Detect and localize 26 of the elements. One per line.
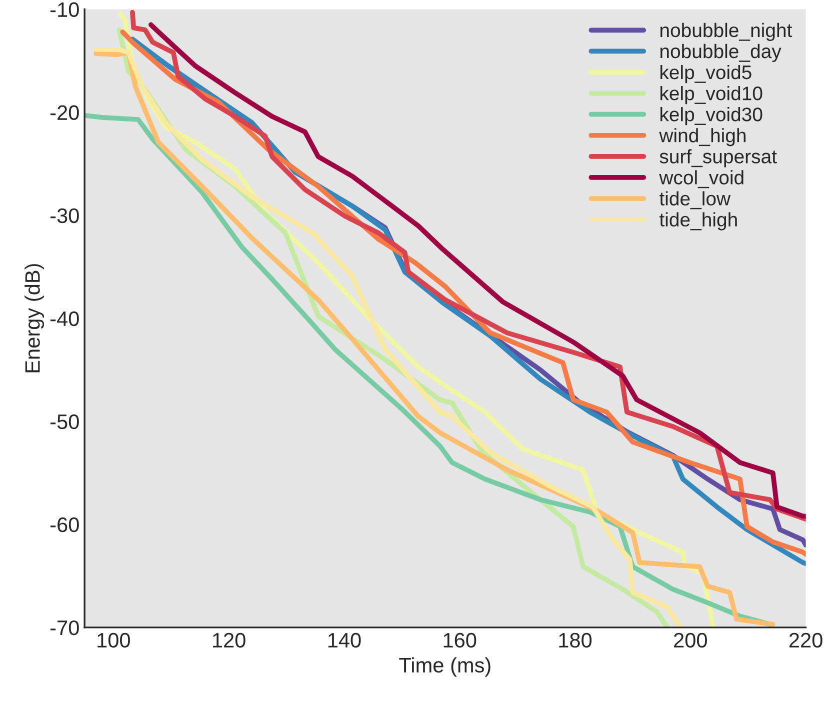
- legend-label: surf_supersat: [660, 149, 777, 168]
- x-tick-label: 200: [674, 632, 707, 648]
- x-axis-title: Time (ms): [399, 657, 490, 677]
- legend-label: nobubble_night: [660, 22, 792, 42]
- legend-label: kelp_void30: [660, 107, 762, 126]
- legend-label: nobubble_day: [660, 44, 782, 62]
- legend-label: tide_low: [659, 191, 731, 210]
- y-tick-label: -30: [50, 208, 79, 224]
- legend-label: wcol_void: [659, 170, 744, 188]
- x-tick-label: 160: [444, 632, 476, 648]
- y-axis-title: Energy (dB): [24, 264, 44, 372]
- y-tick-label: -50: [50, 414, 79, 430]
- y-tick-label: -40: [50, 311, 79, 326]
- legend-label: kelp_void5: [660, 64, 752, 84]
- y-tick-label: -10: [50, 2, 79, 18]
- legend-label: tide_high: [659, 212, 737, 230]
- x-tick-label: 120: [213, 632, 246, 648]
- y-tick-label: -20: [50, 105, 79, 120]
- y-tick-label: -60: [50, 517, 79, 532]
- y-tick-label: -70: [50, 620, 79, 636]
- x-tick-label: 100: [98, 632, 130, 648]
- legend-label: wind_high: [659, 128, 746, 146]
- x-tick-label: 220: [789, 632, 822, 648]
- legend-label: kelp_void10: [660, 86, 762, 104]
- x-tick-label: 140: [328, 632, 361, 648]
- x-tick-label: 180: [559, 632, 592, 648]
